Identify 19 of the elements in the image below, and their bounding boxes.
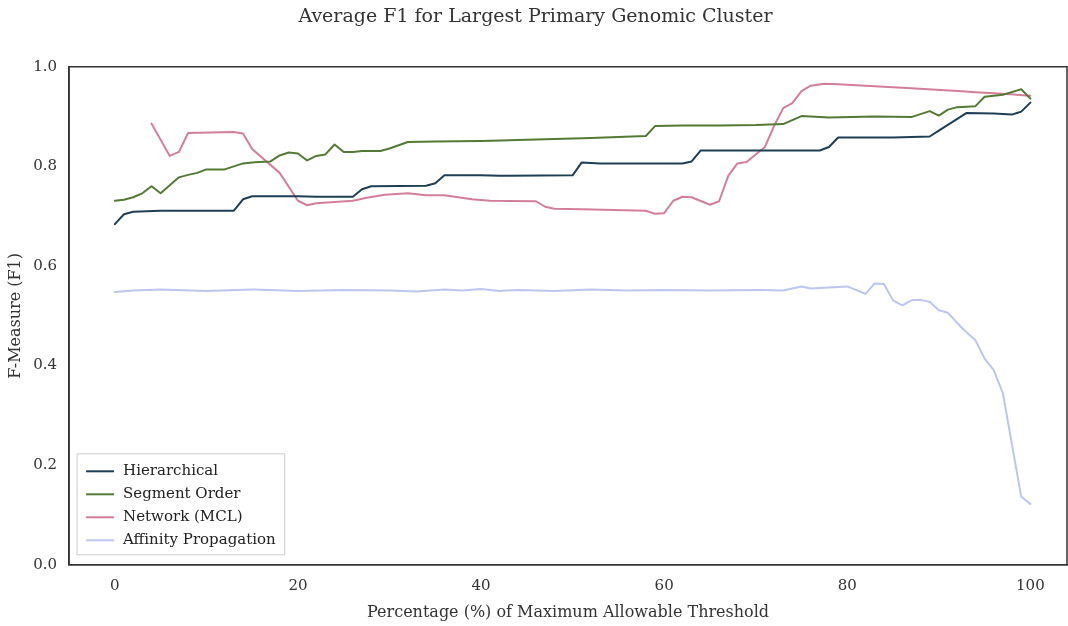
x-axis-title: Percentage (%) of Maximum Allowable Threshold	[367, 601, 770, 621]
x-tick-label: 20	[288, 575, 308, 594]
y-tick-label: 0.0	[33, 554, 58, 573]
chart-title: Average F1 for Largest Primary Genomic Cluster	[297, 4, 774, 27]
x-tick-label: 80	[837, 575, 857, 594]
x-tick-label: 60	[654, 575, 674, 594]
y-tick-label: 1.0	[33, 56, 58, 75]
x-tick-label: 100	[1016, 575, 1045, 594]
y-tick-label: 0.6	[33, 255, 58, 274]
y-tick-label: 0.2	[33, 455, 58, 474]
legend-label: Affinity Propagation	[122, 530, 277, 549]
legend-label: Hierarchical	[123, 461, 219, 480]
x-tick-label: 0	[110, 575, 120, 594]
y-tick-label: 0.8	[33, 156, 58, 175]
x-tick-label: 40	[471, 575, 491, 594]
y-tick-label: 0.4	[33, 355, 58, 374]
legend-label: Segment Order	[123, 484, 242, 503]
legend-label: Network (MCL)	[123, 507, 243, 526]
y-axis-title: F-Measure (F1)	[4, 252, 24, 379]
